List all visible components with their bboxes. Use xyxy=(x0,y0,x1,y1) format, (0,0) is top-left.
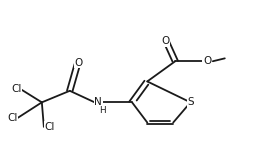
Text: Cl: Cl xyxy=(11,84,21,94)
Text: O: O xyxy=(203,56,211,66)
Text: Cl: Cl xyxy=(8,113,18,123)
Text: H: H xyxy=(99,106,106,116)
Text: O: O xyxy=(75,58,83,68)
Text: N: N xyxy=(94,97,102,107)
Text: O: O xyxy=(161,36,169,46)
Text: Cl: Cl xyxy=(44,122,55,132)
Text: S: S xyxy=(187,97,194,107)
